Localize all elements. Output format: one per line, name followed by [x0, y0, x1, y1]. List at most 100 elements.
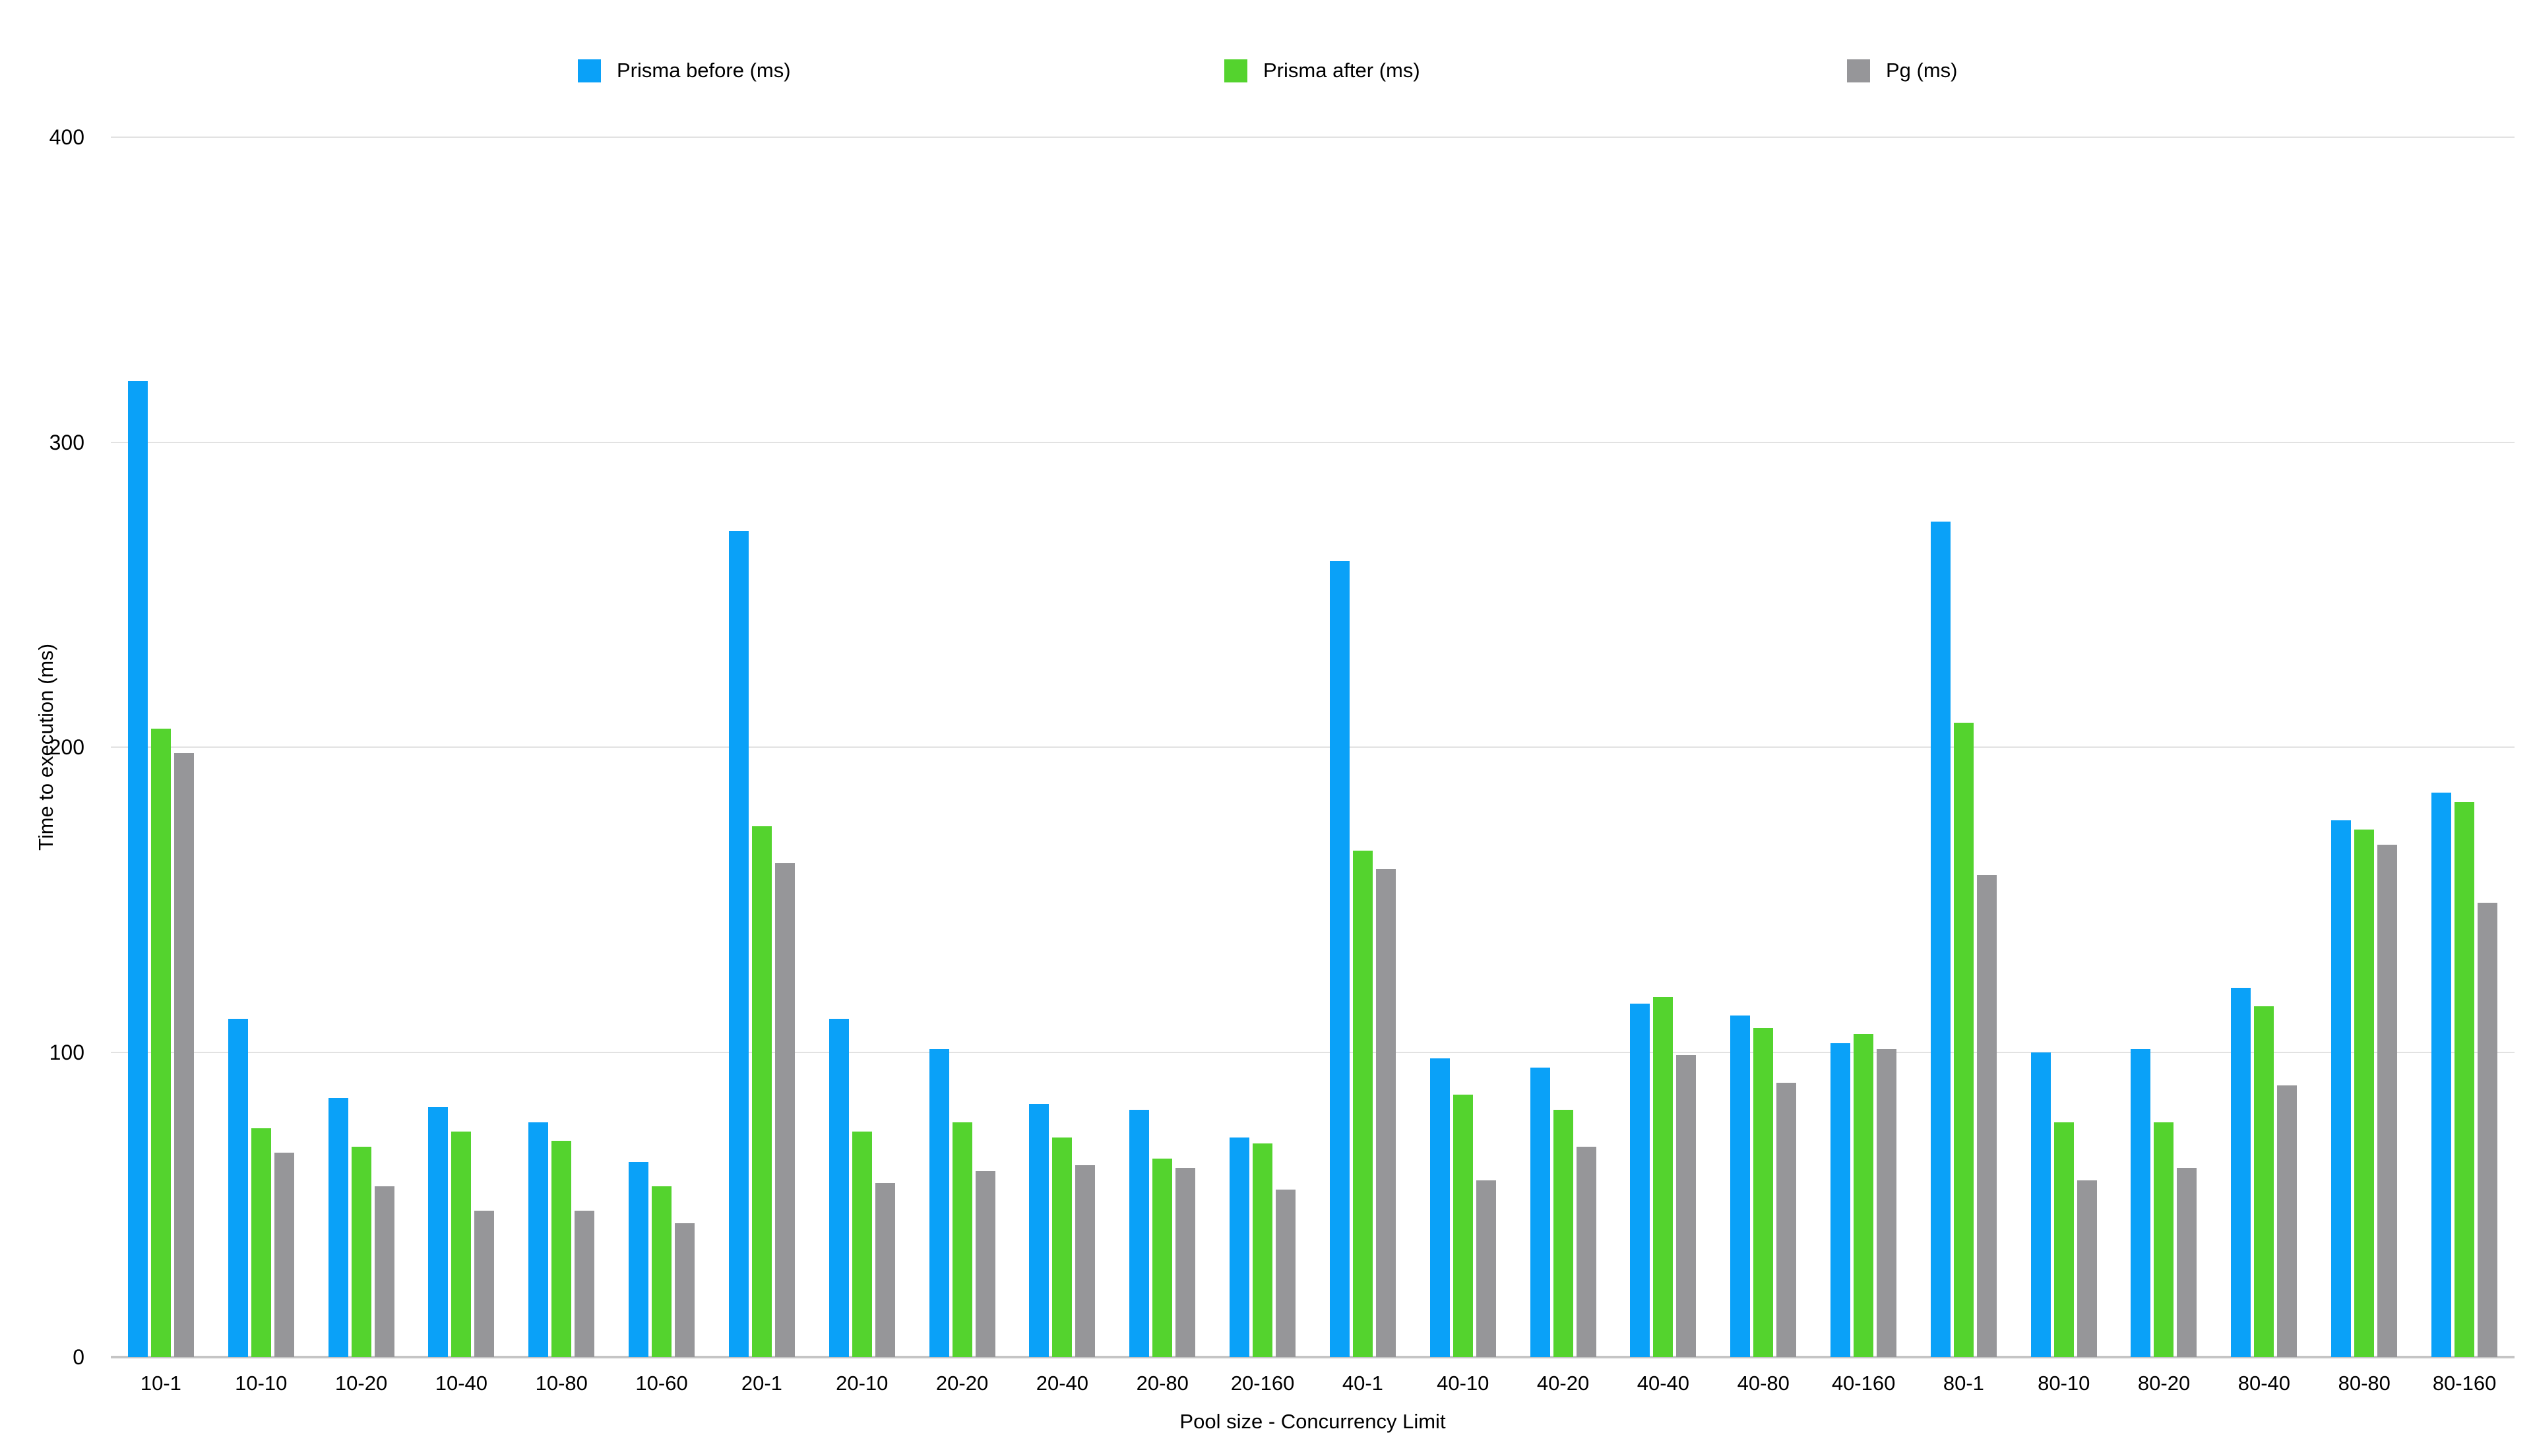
- bar-group-10-80: [511, 137, 611, 1357]
- y-tick-label-200: 200: [49, 735, 84, 759]
- x-category-label-10-1: 10-1: [140, 1372, 181, 1395]
- bar-pg-ms-10-10: [274, 1153, 294, 1357]
- bar-prisma-before-ms-20-10: [829, 1018, 849, 1357]
- x-category-label-40-10: 40-10: [1437, 1372, 1489, 1395]
- legend-item-pg: Pg (ms): [1847, 58, 1958, 83]
- bar-prisma-before-ms-80-80: [2331, 820, 2352, 1357]
- bar-pg-ms-80-10: [2077, 1180, 2097, 1357]
- bar-pg-ms-20-40: [1075, 1165, 1096, 1357]
- bar-group-10-1: [111, 137, 211, 1357]
- bar-prisma-after-ms-80-40: [2254, 1006, 2274, 1357]
- bar-pg-ms-20-10: [875, 1183, 895, 1357]
- bar-group-80-40: [2214, 137, 2314, 1357]
- y-tick-label-100: 100: [49, 1040, 84, 1064]
- x-category-label-20-80: 20-80: [1136, 1372, 1189, 1395]
- legend-swatch-icon: [1224, 59, 1247, 82]
- bar-group-40-10: [1413, 137, 1513, 1357]
- bar-prisma-before-ms-10-80: [528, 1122, 549, 1357]
- bar-pg-ms-80-40: [2277, 1085, 2298, 1357]
- bar-prisma-before-ms-20-80: [1129, 1110, 1150, 1357]
- x-category-label-10-40: 10-40: [435, 1372, 488, 1395]
- y-tick-label-0: 0: [73, 1345, 84, 1369]
- bar-pg-ms-20-160: [1276, 1189, 1296, 1357]
- bar-group-10-60: [611, 137, 712, 1357]
- x-category-label-20-20: 20-20: [935, 1372, 989, 1395]
- x-axis-title: Pool size - Concurrency Limit: [1179, 1410, 1446, 1433]
- bar-prisma-after-ms-10-60: [652, 1186, 672, 1357]
- bar-pg-ms-10-20: [374, 1186, 394, 1357]
- x-category-label-80-20: 80-20: [2137, 1372, 2191, 1395]
- bar-prisma-after-ms-40-160: [1853, 1033, 1873, 1357]
- bar-prisma-after-ms-40-1: [1352, 851, 1373, 1357]
- x-category-label-10-10: 10-10: [235, 1372, 288, 1395]
- bar-prisma-after-ms-20-1: [751, 826, 772, 1357]
- legend-swatch-icon: [578, 59, 601, 82]
- bar-prisma-before-ms-10-20: [328, 1097, 348, 1357]
- bar-pg-ms-40-160: [1876, 1048, 1896, 1357]
- bar-prisma-before-ms-40-20: [1530, 1067, 1550, 1357]
- bar-prisma-after-ms-40-40: [1653, 997, 1673, 1357]
- bar-group-40-40: [1613, 137, 1713, 1357]
- bar-pg-ms-10-1: [173, 753, 194, 1357]
- bar-pg-ms-20-1: [774, 863, 795, 1357]
- bar-prisma-before-ms-40-10: [1429, 1058, 1450, 1357]
- bar-group-80-10: [2014, 137, 2114, 1357]
- bar-prisma-before-ms-20-160: [1230, 1138, 1250, 1357]
- bar-prisma-before-ms-80-160: [2431, 793, 2451, 1357]
- bar-group-20-80: [1112, 137, 1212, 1357]
- bar-prisma-before-ms-80-10: [2030, 1052, 2051, 1357]
- legend-label: Pg (ms): [1886, 59, 1958, 82]
- x-category-label-40-20: 40-20: [1536, 1372, 1590, 1395]
- bar-pg-ms-40-10: [1476, 1180, 1496, 1357]
- x-axis-line: [111, 1356, 2515, 1358]
- bar-group-10-40: [411, 137, 511, 1357]
- x-category-label-40-160: 40-160: [1831, 1372, 1896, 1395]
- x-category-label-40-1: 40-1: [1342, 1372, 1383, 1395]
- x-category-label-20-10: 20-10: [836, 1372, 889, 1395]
- x-category-label-20-1: 20-1: [741, 1372, 782, 1395]
- bar-prisma-after-ms-40-80: [1753, 1027, 1774, 1357]
- legend: Prisma before (ms) Prisma after (ms) Pg …: [0, 58, 2533, 86]
- bar-prisma-before-ms-80-20: [2131, 1048, 2151, 1357]
- bar-pg-ms-80-160: [2477, 902, 2497, 1357]
- bar-pg-ms-20-80: [1175, 1168, 1196, 1357]
- bar-group-80-20: [2114, 137, 2214, 1357]
- x-category-label-10-20: 10-20: [334, 1372, 388, 1395]
- legend-item-prisma-after: Prisma after (ms): [1224, 58, 1420, 83]
- bar-prisma-before-ms-10-60: [629, 1162, 649, 1357]
- bar-pg-ms-40-40: [1676, 1055, 1697, 1357]
- bar-prisma-after-ms-20-80: [1152, 1159, 1173, 1357]
- x-category-label-10-80: 10-80: [535, 1372, 588, 1395]
- bar-prisma-before-ms-40-80: [1730, 1016, 1751, 1357]
- bar-group-20-40: [1012, 137, 1112, 1357]
- bar-pg-ms-10-80: [575, 1211, 595, 1357]
- bar-prisma-after-ms-10-10: [251, 1128, 271, 1357]
- legend-label: Prisma after (ms): [1263, 59, 1420, 82]
- x-category-label-80-160: 80-160: [2432, 1372, 2497, 1395]
- bar-group-80-80: [2314, 137, 2414, 1357]
- bar-prisma-after-ms-40-20: [1553, 1110, 1573, 1357]
- bar-group-40-160: [1813, 137, 1914, 1357]
- bar-prisma-after-ms-20-160: [1253, 1143, 1273, 1357]
- legend-item-prisma-before: Prisma before (ms): [578, 58, 791, 83]
- gridline-100: [111, 1051, 2515, 1053]
- bar-prisma-before-ms-10-40: [428, 1107, 449, 1357]
- x-category-label-20-40: 20-40: [1036, 1372, 1089, 1395]
- x-category-label-80-1: 80-1: [1943, 1372, 1984, 1395]
- bar-prisma-after-ms-20-20: [952, 1122, 972, 1357]
- bar-group-10-10: [211, 137, 311, 1357]
- y-tick-label-300: 300: [49, 430, 84, 454]
- bar-prisma-before-ms-10-10: [228, 1018, 248, 1357]
- bar-prisma-after-ms-80-20: [2154, 1122, 2174, 1357]
- bar-pg-ms-40-20: [1576, 1146, 1596, 1357]
- x-category-label-20-160: 20-160: [1230, 1372, 1295, 1395]
- bar-group-40-1: [1313, 137, 1413, 1357]
- legend-label: Prisma before (ms): [617, 59, 791, 82]
- gridline-400: [111, 136, 2515, 138]
- bar-prisma-before-ms-40-40: [1630, 1003, 1650, 1357]
- x-category-label-40-80: 40-80: [1737, 1372, 1790, 1395]
- x-category-label-80-40: 80-40: [2237, 1372, 2291, 1395]
- bar-prisma-after-ms-80-80: [2354, 829, 2375, 1357]
- bar-prisma-before-ms-10-1: [127, 381, 148, 1357]
- bar-pg-ms-10-60: [675, 1223, 695, 1357]
